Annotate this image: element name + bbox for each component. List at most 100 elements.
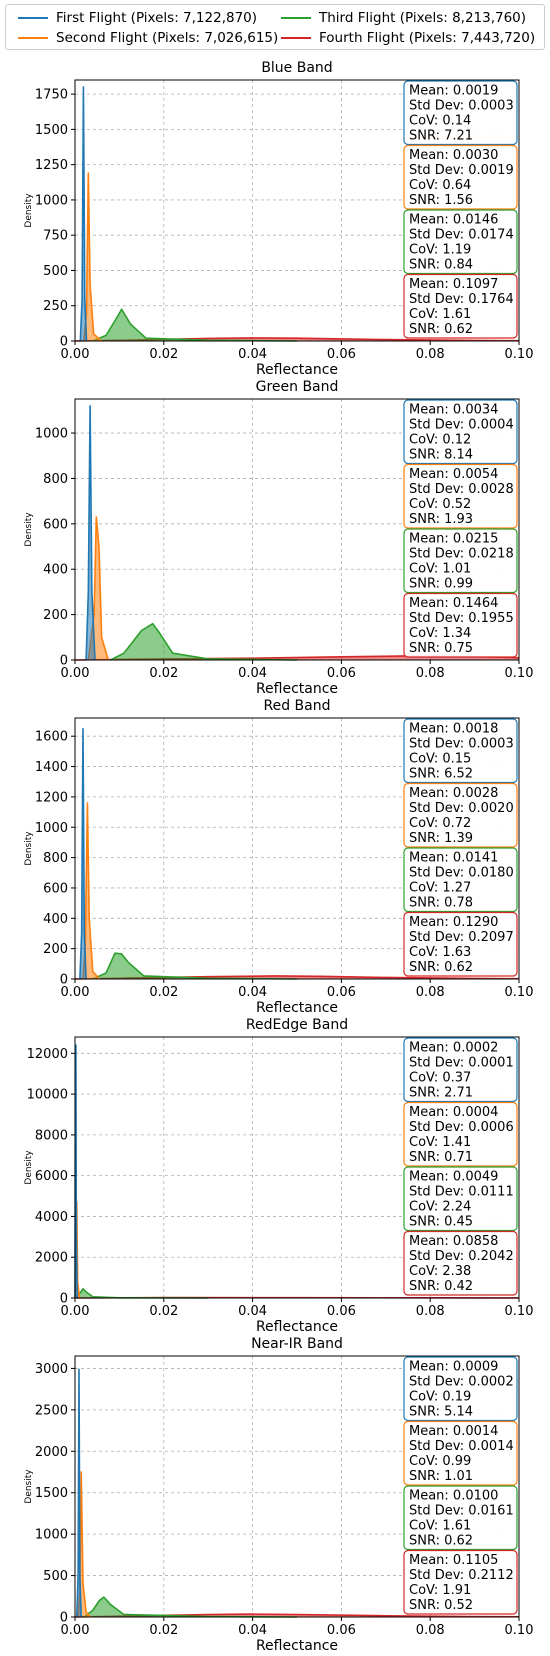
legend-label: First Flight (Pixels: 7,122,870) — [56, 10, 258, 26]
stat-mean: Mean: 0.0018 — [409, 722, 498, 737]
stat-snr: SNR: 1.93 — [409, 512, 473, 527]
x-tick-label: 0.08 — [416, 666, 445, 681]
stat-cov: CoV: 1.61 — [409, 1519, 471, 1534]
stat-cov: CoV: 0.52 — [409, 497, 471, 512]
legend-swatch-first-flight — [18, 17, 48, 19]
series-line-third-flight — [92, 308, 298, 342]
y-axis-label: Density — [24, 1469, 34, 1504]
stats-box-frame — [403, 463, 518, 529]
y-tick-label: 0 — [60, 1292, 68, 1307]
stat-mean: Mean: 0.1105 — [409, 1553, 498, 1568]
stat-std-dev: Std Dev: 0.2097 — [409, 930, 514, 945]
y-tick-label: 500 — [43, 1569, 68, 1584]
y-tick-label: 200 — [43, 608, 68, 623]
y-tick-label: 1000 — [35, 427, 68, 442]
y-tick-label: 2000 — [35, 1445, 68, 1460]
stat-std-dev: Std Dev: 0.2042 — [409, 1249, 514, 1264]
x-tick-label: 0.08 — [416, 985, 445, 1000]
stat-snr: SNR: 0.62 — [409, 1534, 473, 1549]
x-tick-label: 0.00 — [61, 1304, 90, 1319]
legend-label: Third Flight (Pixels: 8,213,760) — [319, 10, 527, 26]
stats-box-frame — [403, 80, 518, 146]
y-tick-label: 1200 — [35, 790, 68, 805]
y-tick-label: 400 — [43, 563, 68, 578]
stats-box-frame — [403, 528, 518, 594]
x-tick-label: 0.04 — [238, 985, 267, 1000]
stat-mean: Mean: 0.1464 — [409, 596, 498, 611]
stat-mean: Mean: 0.0146 — [409, 213, 498, 228]
stat-std-dev: Std Dev: 0.0218 — [409, 547, 514, 562]
chart-green-band: Green Band 0.00 0.02 0.04 0.06 0.08 0.10 0 200 40… — [24, 379, 533, 697]
stat-std-dev: Std Dev: 0.0020 — [409, 801, 514, 816]
chart-blue-band: Blue Band 0.00 0.02 0.04 0.06 0.08 0.10 0 250 500… — [24, 60, 533, 378]
series-fill-third-flight — [75, 1288, 209, 1298]
legend-swatch-second-flight — [18, 37, 48, 39]
y-tick-label: 800 — [43, 472, 68, 487]
chart-title: Red Band — [264, 698, 331, 714]
stat-std-dev: Std Dev: 0.0001 — [409, 1056, 514, 1071]
stat-std-dev: Std Dev: 0.2112 — [409, 1568, 514, 1583]
stat-std-dev: Std Dev: 0.0161 — [409, 1504, 514, 1519]
y-tick-label: 600 — [43, 517, 68, 532]
x-tick-label: 0.04 — [238, 666, 267, 681]
stat-mean: Mean: 0.0004 — [409, 1105, 498, 1120]
stat-cov: CoV: 1.34 — [409, 626, 471, 641]
y-tick-label: 1000 — [35, 821, 68, 836]
stats-box-frame — [403, 911, 518, 977]
axes-frame — [74, 1036, 520, 1299]
stat-std-dev: Std Dev: 0.1955 — [409, 611, 514, 626]
y-tick-label: 1000 — [35, 193, 68, 208]
y-tick-label: 4000 — [35, 1210, 68, 1225]
stat-std-dev: Std Dev: 0.0006 — [409, 1120, 514, 1135]
stats-box-frame — [403, 1230, 518, 1296]
stat-snr: SNR: 1.39 — [409, 831, 473, 846]
stat-snr: SNR: 0.45 — [409, 1215, 473, 1230]
stats-box-frame — [403, 399, 518, 465]
stats-box-frame — [403, 592, 518, 658]
chart-title: Blue Band — [261, 60, 332, 76]
x-tick-label: 0.00 — [61, 666, 90, 681]
stat-snr: SNR: 0.99 — [409, 577, 473, 592]
stats-box-frame — [403, 782, 518, 848]
legend-label: Fourth Flight (Pixels: 7,443,720) — [319, 30, 536, 46]
stat-snr: SNR: 0.42 — [409, 1279, 473, 1294]
series-line-third-flight — [110, 622, 298, 661]
stats-box-frame — [403, 1485, 518, 1551]
stat-std-dev: Std Dev: 0.0174 — [409, 228, 514, 243]
y-axis-label: Density — [24, 193, 34, 228]
stat-std-dev: Std Dev: 0.0180 — [409, 866, 514, 881]
stat-snr: SNR: 7.21 — [409, 129, 473, 144]
chart-red-band: Red Band 0.00 0.02 0.04 0.06 0.08 0.10 0 200 400 6… — [24, 698, 533, 1016]
stats-box-frame — [403, 144, 518, 210]
y-tick-label: 200 — [43, 942, 68, 957]
stat-snr: SNR: 1.56 — [409, 193, 473, 208]
stat-cov: CoV: 0.15 — [409, 752, 471, 767]
stat-cov: CoV: 0.14 — [409, 114, 471, 129]
stat-mean: Mean: 0.0049 — [409, 1170, 498, 1185]
series-line-first-flight — [75, 1368, 83, 1618]
stat-snr: SNR: 5.14 — [409, 1405, 473, 1420]
x-tick-label: 0.10 — [505, 1304, 534, 1319]
stats-box-frame — [403, 209, 518, 275]
x-tick-label: 0.10 — [505, 666, 534, 681]
stat-std-dev: Std Dev: 0.0004 — [409, 418, 514, 433]
y-tick-label: 800 — [43, 851, 68, 866]
chart-title: Green Band — [256, 379, 339, 395]
y-tick-label: 1750 — [35, 88, 68, 103]
x-tick-label: 0.04 — [238, 1304, 267, 1319]
x-tick-label: 0.08 — [416, 347, 445, 362]
